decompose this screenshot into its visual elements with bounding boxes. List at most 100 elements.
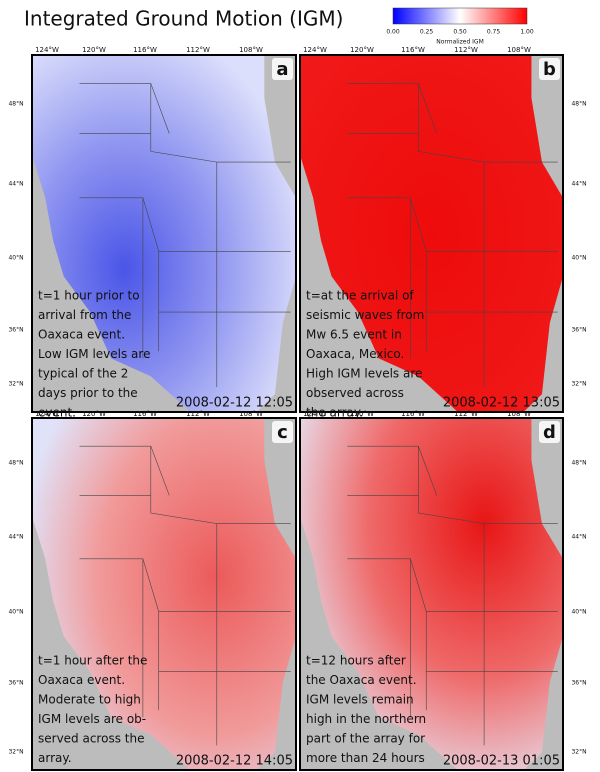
caption-line: arrival from the xyxy=(38,308,131,322)
caption-line: Mw 6.5 event in xyxy=(306,328,402,342)
panel-frame xyxy=(31,54,297,413)
lat-label: 36°N xyxy=(571,327,586,334)
lat-label: 44°N xyxy=(571,181,586,188)
state-border xyxy=(79,558,160,711)
caption-line: seismic waves from xyxy=(306,308,424,322)
timestamp: 2008-02-12 13:05 xyxy=(443,396,560,411)
caption-line: t=12 hours after xyxy=(306,654,406,668)
colorbar-tick: 0.75 xyxy=(487,29,501,36)
caption-line: typical of the 2 xyxy=(38,367,128,381)
lat-label: 40°N xyxy=(8,255,23,262)
state-border xyxy=(150,446,170,496)
lon-label: 108°W xyxy=(239,46,263,54)
lat-label: 48°N xyxy=(571,460,586,467)
lat-label: 48°N xyxy=(571,101,586,108)
timestamp: 2008-02-13 01:05 xyxy=(443,754,560,769)
panel-letter: a xyxy=(276,59,288,80)
caption-line: days prior to the xyxy=(38,386,138,400)
panel-letter: b xyxy=(543,59,556,80)
caption-line: IGM levels remain xyxy=(306,693,414,707)
letter-box xyxy=(539,58,560,80)
panel-frame xyxy=(31,417,297,771)
lon-label: 116°W xyxy=(133,46,157,54)
colorbar xyxy=(392,7,528,25)
panel-letter: d xyxy=(543,422,556,443)
letter-box xyxy=(272,421,293,443)
caption-line: after the event. xyxy=(306,771,400,772)
lat-label: 40°N xyxy=(8,609,23,616)
lat-label: 36°N xyxy=(571,680,586,687)
lat-label: 32°N xyxy=(571,749,586,756)
timestamp: 2008-02-12 14:05 xyxy=(176,754,293,769)
title: Integrated Ground Motion (IGM) xyxy=(24,7,343,31)
lat-label: 36°N xyxy=(8,327,23,334)
panel-frame xyxy=(299,54,564,413)
lon-label: 112°W xyxy=(186,410,210,418)
lon-label: 120°W xyxy=(82,46,106,54)
letter-box xyxy=(539,421,560,443)
lon-label: 124°W xyxy=(303,46,327,54)
timestamp: 2008-02-12 12:05 xyxy=(176,396,293,411)
lon-label: 124°W xyxy=(35,46,59,54)
lon-label: 112°W xyxy=(454,410,478,418)
lon-label: 112°W xyxy=(186,46,210,54)
lat-label: 44°N xyxy=(8,534,23,541)
lon-label: 108°W xyxy=(507,46,531,54)
caption-line: Moderate to high xyxy=(38,693,141,707)
lat-label: 40°N xyxy=(571,255,586,262)
lon-label: 116°W xyxy=(401,46,425,54)
lat-label: 44°N xyxy=(571,534,586,541)
igm-field xyxy=(32,418,296,770)
caption-line: observed across xyxy=(306,386,404,400)
caption-line: t=1 hour prior to xyxy=(38,289,140,303)
caption-line: event. xyxy=(38,406,76,420)
caption-line: t=1 hour after the xyxy=(38,654,147,668)
lat-label: 40°N xyxy=(571,609,586,616)
lon-label: 120°W xyxy=(350,410,374,418)
lon-label: 108°W xyxy=(239,410,263,418)
lat-label: 48°N xyxy=(8,460,23,467)
colorbar-tick: 1.00 xyxy=(520,29,534,36)
state-border xyxy=(418,83,438,134)
caption-line: part of the array for xyxy=(306,732,425,746)
igm-field xyxy=(32,55,296,412)
panel-frame xyxy=(299,417,564,771)
lon-label: 124°W xyxy=(35,410,59,418)
igm-field xyxy=(300,418,563,770)
state-border xyxy=(418,446,438,496)
colorbar-tick: 0.50 xyxy=(453,29,467,36)
lat-label: 32°N xyxy=(8,381,23,388)
colorbar-label: Normalized IGM xyxy=(436,39,484,46)
caption-line: IGM levels are ob- xyxy=(38,712,146,726)
lon-label: 120°W xyxy=(82,410,106,418)
state-border xyxy=(79,445,218,612)
state-border xyxy=(347,558,427,711)
letter-box xyxy=(272,58,293,80)
caption-line: Low IGM levels are xyxy=(38,347,150,361)
state-border xyxy=(79,197,160,352)
state-border xyxy=(347,445,485,612)
caption-line: t=at the arrival of xyxy=(306,289,414,303)
caption-line: Oaxaca event. xyxy=(38,328,125,342)
igm-field xyxy=(300,55,563,412)
caption-line: High IGM levels are xyxy=(306,367,422,381)
lon-label: 108°W xyxy=(507,410,531,418)
lat-label: 32°N xyxy=(571,381,586,388)
caption-line: Oaxaca, Mexico. xyxy=(306,347,404,361)
lat-label: 32°N xyxy=(8,749,23,756)
lon-label: 120°W xyxy=(350,46,374,54)
caption-line: more than 24 hours xyxy=(306,751,425,765)
state-border xyxy=(347,197,427,352)
state-border xyxy=(79,83,218,252)
lat-label: 48°N xyxy=(8,101,23,108)
colorbar-tick: 0.25 xyxy=(420,29,434,36)
lon-label: 116°W xyxy=(133,410,157,418)
colorbar-tick: 0.00 xyxy=(386,29,400,36)
lon-label: 116°W xyxy=(401,410,425,418)
caption-line: high in the northern xyxy=(306,712,426,726)
caption-line: Oaxaca event. xyxy=(38,673,125,687)
lon-label: 124°W xyxy=(303,410,327,418)
lat-label: 44°N xyxy=(8,181,23,188)
lat-label: 36°N xyxy=(8,680,23,687)
